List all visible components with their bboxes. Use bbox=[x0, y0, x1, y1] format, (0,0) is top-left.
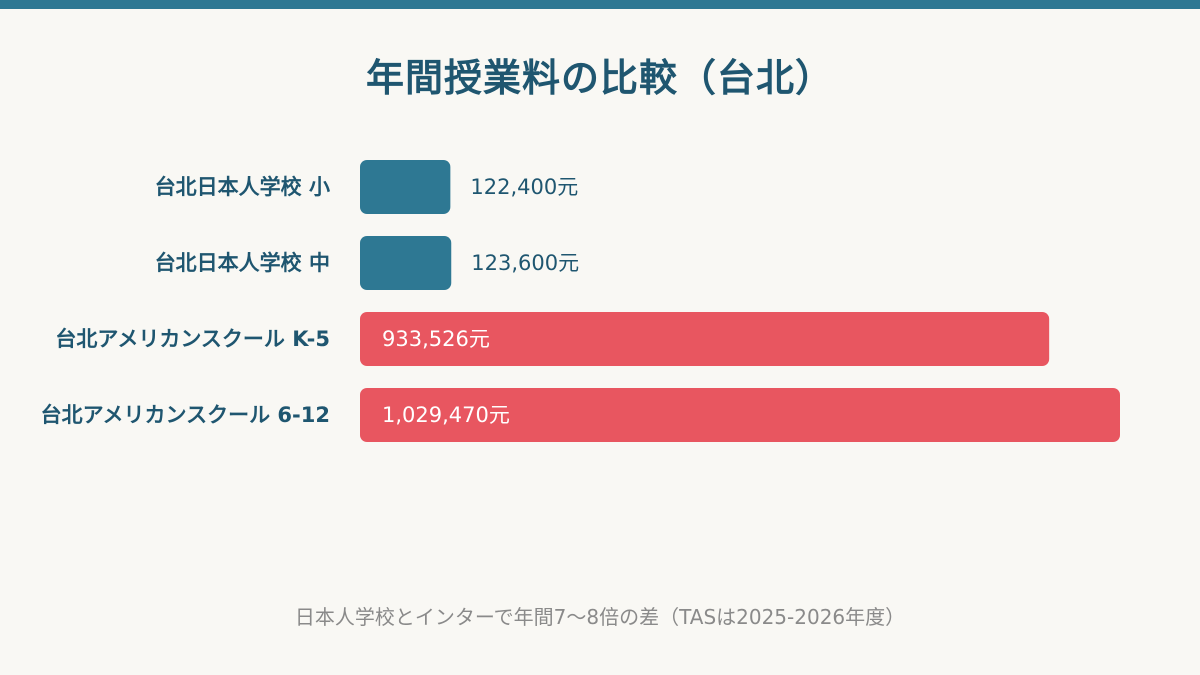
value-label-2: 123,600元 bbox=[471, 251, 579, 275]
bar-3 bbox=[360, 312, 1050, 366]
value-label-3: 933,526元 bbox=[382, 327, 490, 351]
category-label-3: 台北アメリカンスクール K-5 bbox=[55, 327, 330, 351]
category-label-1: 台北日本人学校 小 bbox=[155, 175, 330, 199]
bar-2 bbox=[360, 236, 452, 290]
chart-title: 年間授業料の比較（台北） bbox=[365, 56, 834, 100]
top-accent-bar bbox=[0, 0, 1200, 9]
bar-4 bbox=[360, 388, 1120, 442]
footnote: 日本人学校とインターで年間7〜8倍の差（TASは2025-2026年度） bbox=[294, 605, 906, 629]
category-label-4: 台北アメリカンスクール 6-12 bbox=[41, 403, 330, 427]
category-label-2: 台北日本人学校 中 bbox=[155, 251, 330, 275]
bar-1 bbox=[360, 160, 451, 214]
value-label-4: 1,029,470元 bbox=[382, 403, 510, 427]
value-label-1: 122,400元 bbox=[470, 175, 578, 199]
